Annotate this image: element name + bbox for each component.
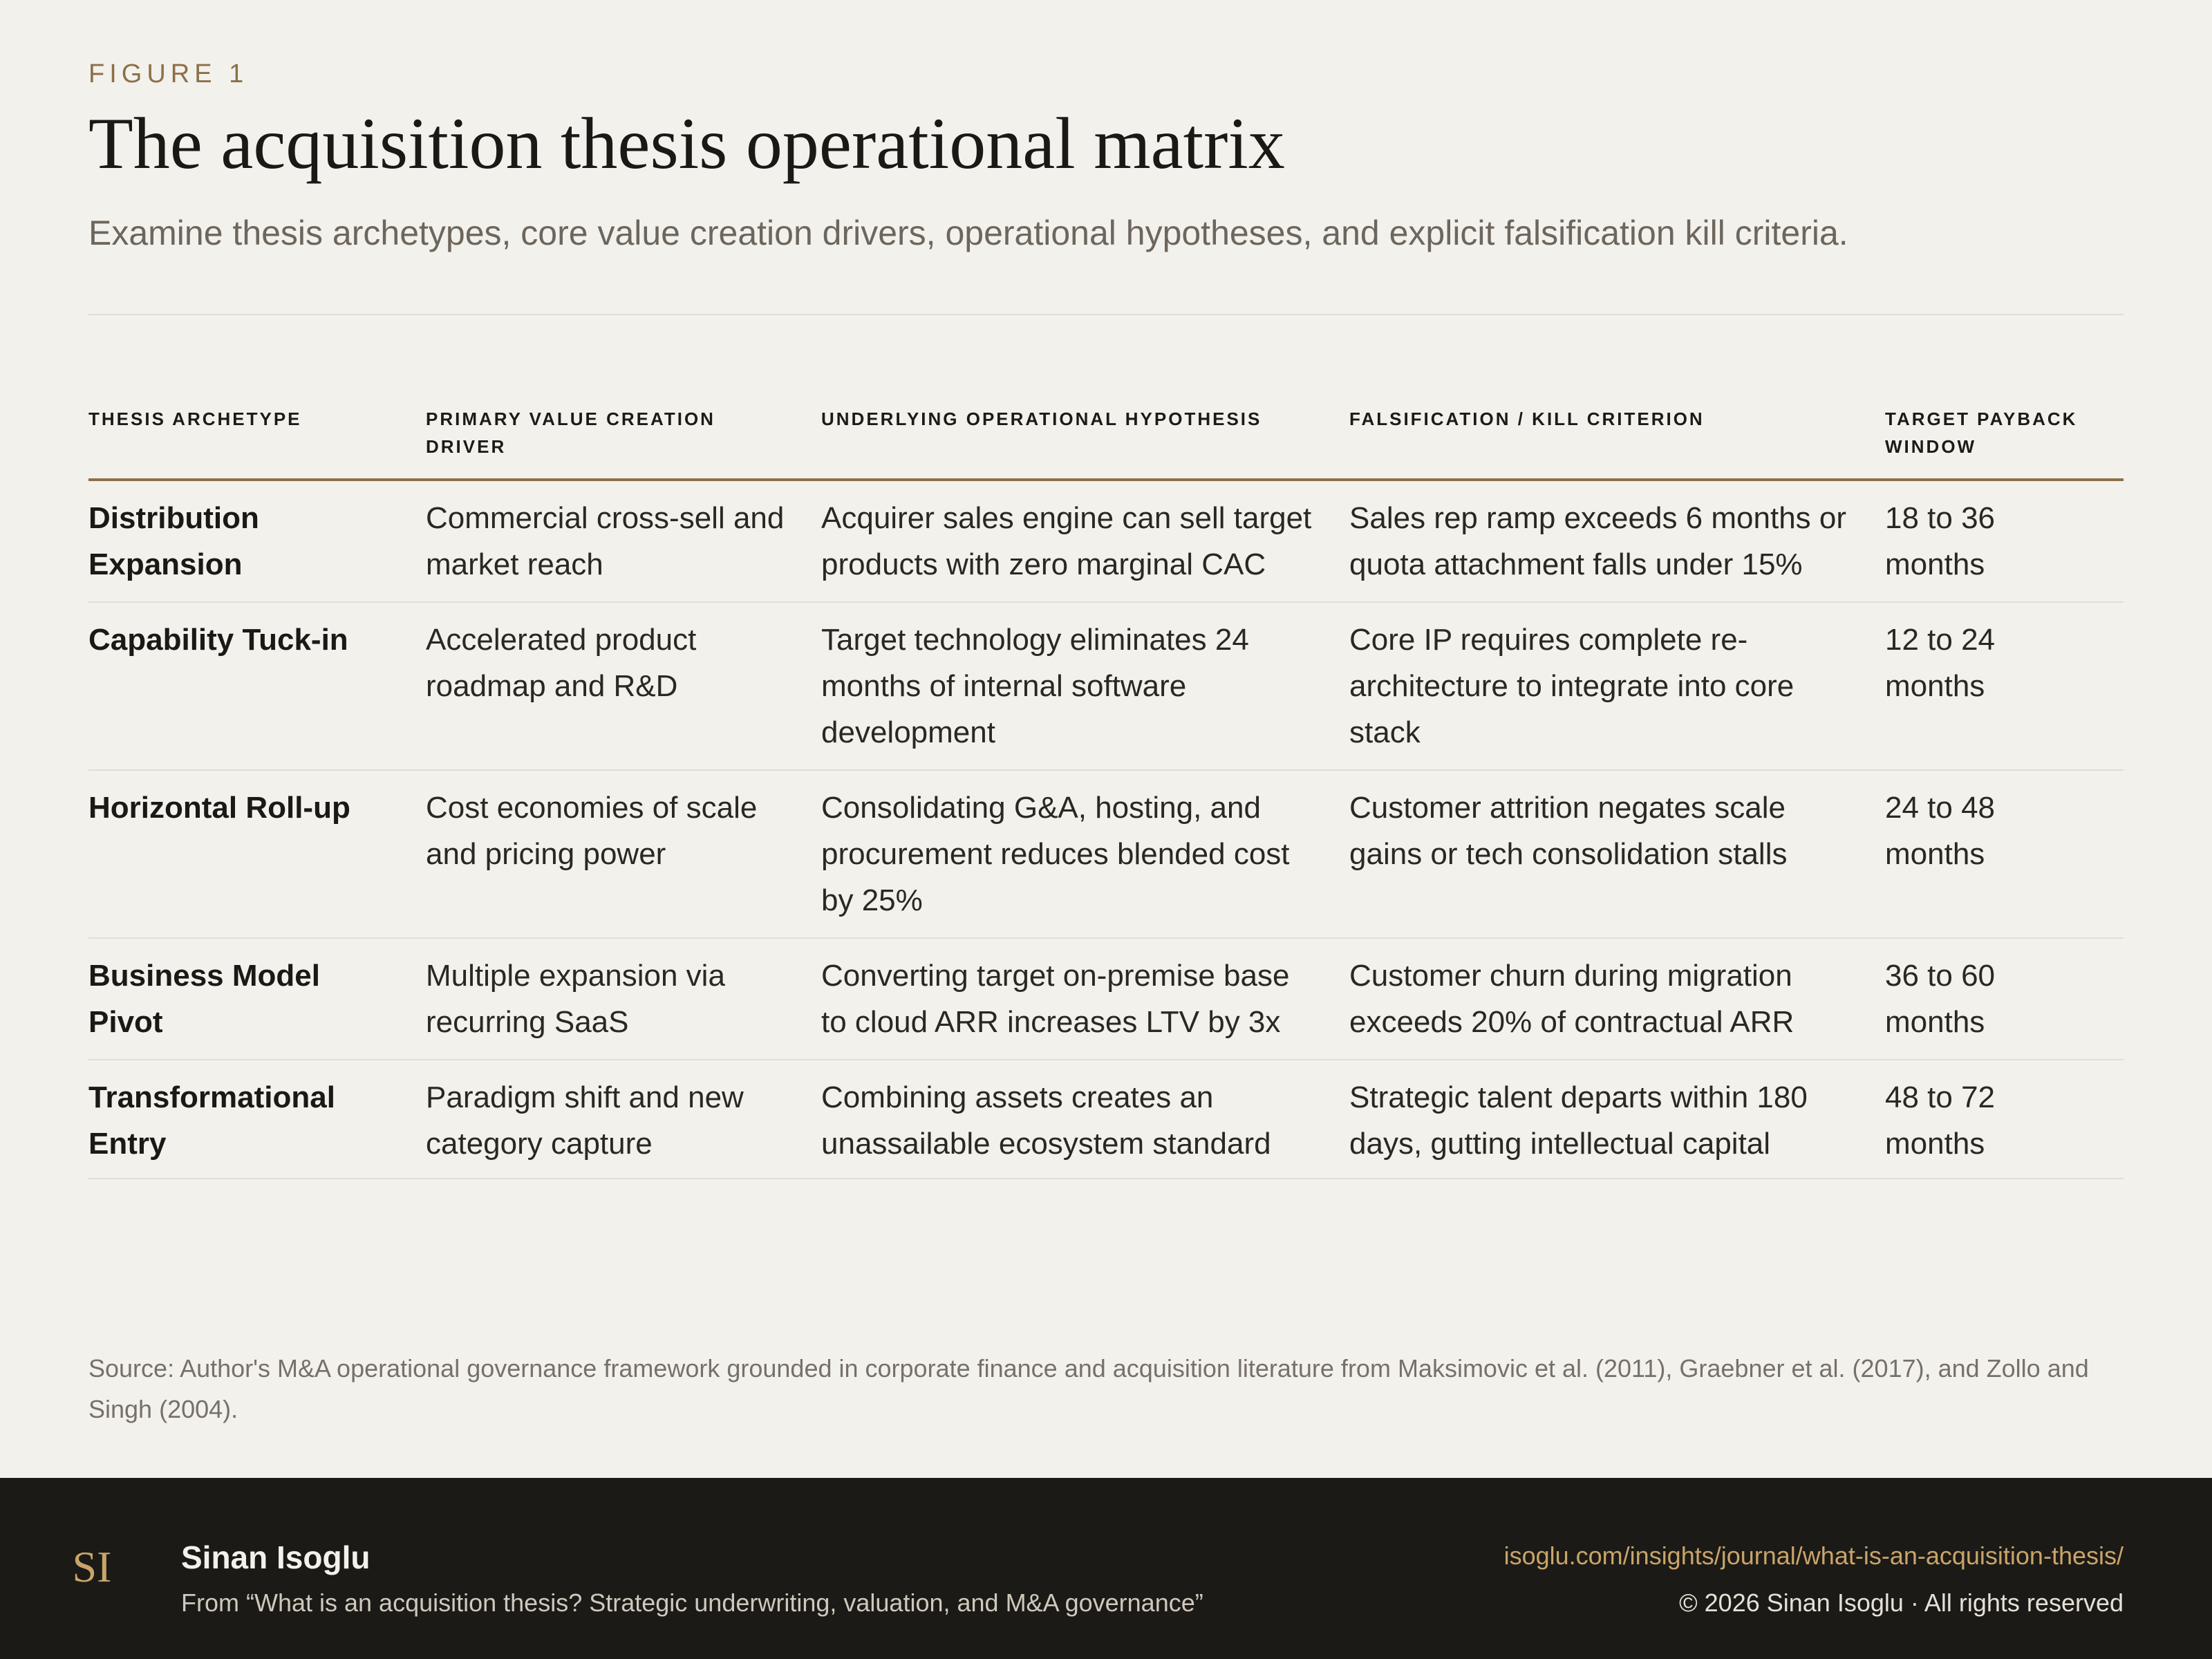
cell-payback: 48 to 72 months: [1885, 1060, 2124, 1179]
table-header-row: THESIS ARCHETYPE PRIMARY VALUE CREATION …: [88, 387, 2124, 481]
figure-label: FIGURE 1: [88, 59, 249, 88]
cell-driver: Multiple expansion via recurring SaaS: [426, 938, 821, 1060]
cell-archetype: Transformational Entry: [88, 1060, 426, 1179]
table-row: Distribution Expansion Commercial cross-…: [88, 480, 2124, 603]
cell-kill-criterion: Customer churn during migration exceeds …: [1349, 938, 1885, 1060]
article-url-link[interactable]: isoglu.com/insights/journal/what-is-an-a…: [1503, 1541, 2124, 1570]
cell-payback: 18 to 36 months: [1885, 480, 2124, 603]
table-row: Horizontal Roll-up Cost economies of sca…: [88, 770, 2124, 939]
cell-hypothesis: Acquirer sales engine can sell target pr…: [821, 480, 1349, 603]
column-header-kill-criterion: FALSIFICATION / KILL CRITERION: [1349, 387, 1885, 481]
page-subtitle: Examine thesis archetypes, core value cr…: [88, 214, 1848, 252]
thesis-matrix-table: THESIS ARCHETYPE PRIMARY VALUE CREATION …: [88, 387, 2124, 1179]
cell-archetype: Distribution Expansion: [88, 480, 426, 603]
author-monogram-logo: SI: [73, 1542, 112, 1591]
cell-driver: Accelerated product roadmap and R&D: [426, 602, 821, 771]
table-row: Transformational Entry Paradigm shift an…: [88, 1060, 2124, 1179]
cell-payback: 36 to 60 months: [1885, 938, 2124, 1060]
cell-kill-criterion: Strategic talent departs within 180 days…: [1349, 1060, 1885, 1179]
cell-hypothesis: Combining assets creates an unassailable…: [821, 1060, 1349, 1179]
cell-kill-criterion: Sales rep ramp exceeds 6 months or quota…: [1349, 480, 1885, 603]
cell-driver: Paradigm shift and new category capture: [426, 1060, 821, 1179]
column-header-hypothesis: UNDERLYING OPERATIONAL HYPOTHESIS: [821, 387, 1349, 481]
cell-hypothesis: Consolidating G&A, hosting, and procurem…: [821, 770, 1349, 939]
cell-hypothesis: Converting target on-premise base to clo…: [821, 938, 1349, 1060]
cell-payback: 12 to 24 months: [1885, 602, 2124, 771]
cell-archetype: Horizontal Roll-up: [88, 770, 426, 939]
cell-archetype: Capability Tuck-in: [88, 602, 426, 771]
page-footer: SI Sinan Isoglu From “What is an acquisi…: [0, 1478, 2212, 1659]
cell-kill-criterion: Core IP requires complete re-architectur…: [1349, 602, 1885, 771]
cell-driver: Cost economies of scale and pricing powe…: [426, 770, 821, 939]
source-note: Source: Author's M&A operational governa…: [88, 1354, 2089, 1423]
cell-kill-criterion: Customer attrition negates scale gains o…: [1349, 770, 1885, 939]
table-row: Capability Tuck-in Accelerated product r…: [88, 602, 2124, 771]
page-title: The acquisition thesis operational matri…: [88, 103, 1285, 184]
column-header-payback: TARGET PAYBACK WINDOW: [1885, 387, 2124, 481]
table-row: Business Model Pivot Multiple expansion …: [88, 938, 2124, 1060]
cell-hypothesis: Target technology eliminates 24 months o…: [821, 602, 1349, 771]
cell-payback: 24 to 48 months: [1885, 770, 2124, 939]
header-divider: [88, 314, 2124, 315]
author-name: Sinan Isoglu: [181, 1539, 371, 1575]
column-header-driver: PRIMARY VALUE CREATION DRIVER: [426, 387, 821, 481]
article-title: From “What is an acquisition thesis? Str…: [181, 1588, 1203, 1617]
cell-driver: Commercial cross-sell and market reach: [426, 480, 821, 603]
column-header-archetype: THESIS ARCHETYPE: [88, 387, 426, 481]
copyright-notice: © 2026 Sinan Isoglu · All rights reserve…: [1679, 1588, 2124, 1617]
logo-monogram-text: SI: [73, 1542, 112, 1591]
cell-archetype: Business Model Pivot: [88, 938, 426, 1060]
